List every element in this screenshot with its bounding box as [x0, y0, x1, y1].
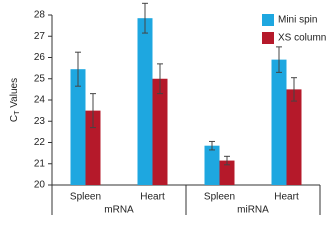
- error-bar: [276, 46, 282, 73]
- bar: [137, 18, 153, 185]
- legend-label: Mini spin: [278, 15, 317, 26]
- error-bar: [157, 63, 163, 95]
- y-tick-label: 25: [34, 73, 46, 84]
- error-bar: [224, 155, 230, 166]
- bar: [152, 78, 168, 185]
- y-label-sub: T: [14, 110, 21, 115]
- y-label-main: C: [9, 115, 20, 122]
- group-label: miRNA: [237, 205, 269, 216]
- error-bar: [291, 77, 297, 102]
- y-tick-label: 27: [34, 31, 46, 42]
- legend-swatch: [262, 14, 274, 26]
- legend-swatch: [262, 32, 274, 44]
- error-bar: [142, 2, 148, 34]
- y-tick-label: 22: [34, 137, 46, 148]
- bar: [286, 89, 302, 185]
- x-tick-label: Spleen: [70, 192, 101, 203]
- legend-label: XS column: [278, 33, 326, 44]
- x-tick-label: Spleen: [204, 192, 235, 203]
- bar: [70, 69, 86, 185]
- x-tick-label: Heart: [140, 192, 165, 203]
- error-bar: [75, 51, 81, 87]
- bar: [219, 160, 235, 185]
- y-tick-label: 21: [34, 158, 46, 169]
- error-bar: [90, 93, 96, 129]
- y-axis-label: CT Values: [9, 78, 21, 122]
- y-tick-label: 20: [34, 180, 46, 191]
- group-label: mRNA: [104, 205, 134, 216]
- y-tick-label: 24: [34, 95, 46, 106]
- bar: [85, 110, 101, 185]
- chart: 20 21 22 23 24 25 26 27 28 CT Values Spleen Heart Sp…: [9, 2, 326, 216]
- bar: [204, 145, 220, 185]
- y-label-rest: Values: [9, 78, 20, 111]
- x-tick-label: Heart: [274, 192, 299, 203]
- error-bar: [209, 140, 215, 151]
- bar: [271, 59, 287, 185]
- y-tick-label: 28: [34, 10, 46, 21]
- y-tick-label: 26: [34, 52, 46, 63]
- y-tick-label: 23: [34, 116, 46, 127]
